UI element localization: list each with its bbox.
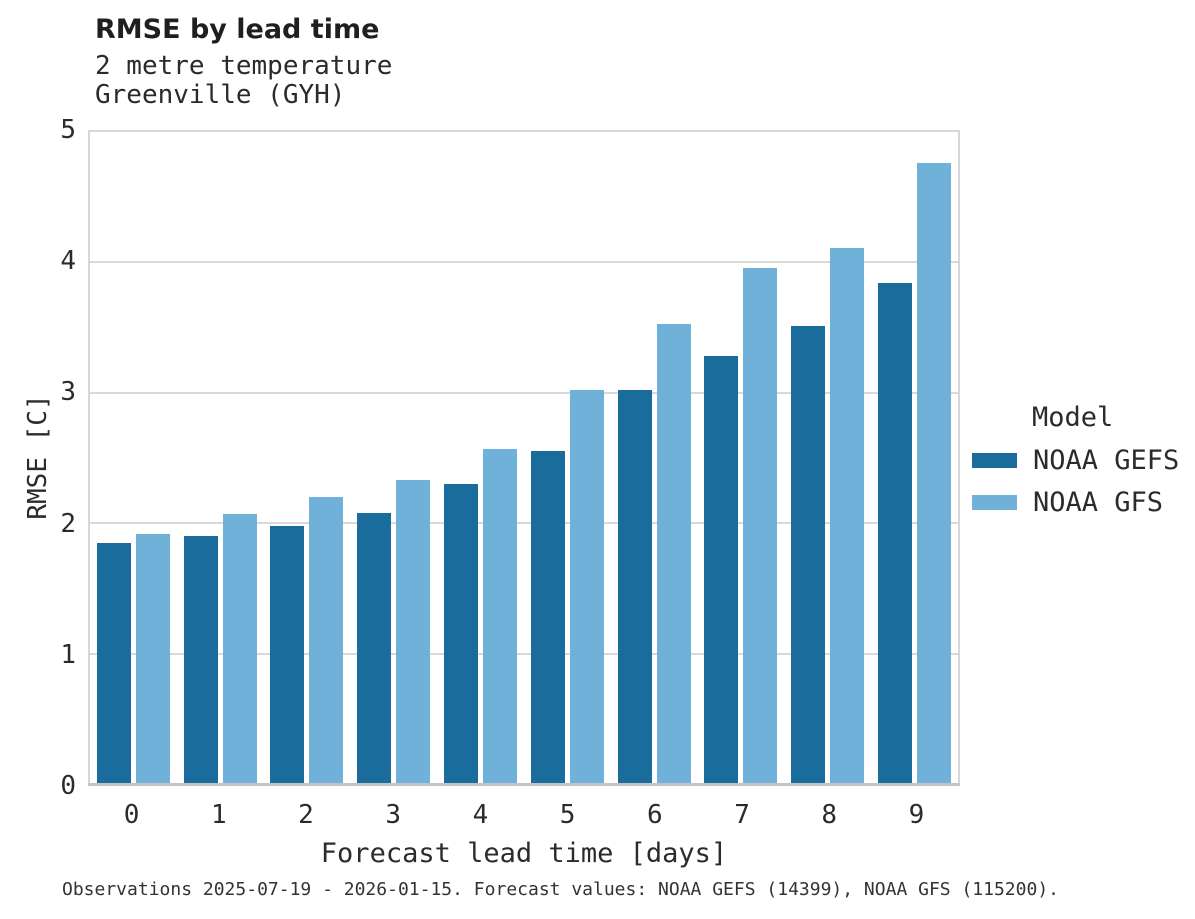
legend-swatch-noaa-gfs (972, 495, 1017, 510)
gridline-y-2 (90, 522, 958, 525)
gridline-y-3 (90, 391, 958, 394)
bar-noaa-gefs-lead-5 (530, 451, 565, 784)
bar-noaa-gefs-lead-3 (357, 512, 392, 784)
bar-noaa-gfs-lead-1 (222, 514, 257, 784)
bar-noaa-gfs-lead-8 (830, 248, 865, 784)
x-tick-7: 7 (734, 800, 750, 830)
legend-label-noaa-gefs: NOAA GEFS (1033, 445, 1180, 476)
bar-noaa-gefs-lead-4 (444, 484, 479, 784)
x-axis-label: Forecast lead time [days] (320, 838, 728, 869)
bar-noaa-gfs-lead-6 (656, 323, 691, 784)
bar-noaa-gfs-lead-4 (483, 448, 518, 784)
x-tick-6: 6 (646, 800, 663, 830)
bar-noaa-gefs-lead-8 (791, 326, 826, 784)
bar-noaa-gfs-lead-9 (917, 163, 952, 784)
plot-area (88, 130, 960, 786)
y-tick-5: 5 (60, 115, 76, 145)
x-tick-5: 5 (559, 800, 576, 830)
bar-group-lead-2 (264, 132, 351, 784)
chart-subtitle-variable: 2 metre temperature (95, 51, 393, 81)
bar-group-lead-8 (784, 132, 871, 784)
x-tick-1: 1 (210, 800, 227, 830)
x-tick-9: 9 (908, 800, 925, 830)
gridline-y-4 (90, 261, 958, 264)
bar-noaa-gfs-lead-5 (569, 390, 604, 784)
bar-noaa-gfs-lead-0 (135, 533, 170, 784)
y-tick-1: 1 (60, 639, 76, 670)
bar-group-lead-1 (177, 132, 264, 784)
x-tick-2: 2 (298, 800, 314, 830)
y-tick-0: 0 (60, 771, 76, 801)
bar-noaa-gefs-lead-9 (878, 283, 913, 784)
x-axis-line (88, 783, 960, 786)
y-tick-3: 3 (60, 377, 76, 408)
bar-group-lead-0 (90, 132, 177, 784)
bar-group-lead-7 (698, 132, 785, 784)
bar-noaa-gfs-lead-2 (309, 497, 344, 784)
chart-title: RMSE by lead time (95, 14, 380, 45)
legend-title: Model (1032, 402, 1114, 433)
legend-item-noaa-gfs: NOAA GFS (972, 487, 1195, 518)
y-tick-2: 2 (60, 508, 76, 539)
bar-noaa-gefs-lead-0 (96, 542, 131, 784)
bar-noaa-gfs-lead-3 (396, 480, 431, 784)
bar-noaa-gefs-lead-1 (183, 536, 218, 784)
legend: Model NOAA GEFS NOAA GFS (972, 402, 1195, 529)
bar-group-lead-3 (350, 132, 437, 784)
bar-noaa-gefs-lead-6 (617, 390, 652, 784)
bar-noaa-gefs-lead-2 (270, 525, 305, 784)
bar-noaa-gfs-lead-7 (743, 267, 778, 784)
bar-series-container (90, 132, 958, 784)
x-tick-0: 0 (123, 800, 140, 830)
bar-group-lead-4 (437, 132, 524, 784)
x-tick-3: 3 (385, 800, 402, 830)
legend-label-noaa-gfs: NOAA GFS (1033, 487, 1164, 518)
x-axis-ticks: 0 1 2 3 4 5 6 7 8 9 (88, 800, 960, 830)
gridline-y-1 (90, 652, 958, 655)
y-tick-4: 4 (60, 246, 76, 277)
bar-noaa-gefs-lead-7 (704, 356, 739, 784)
x-tick-4: 4 (472, 800, 489, 830)
legend-item-noaa-gefs: NOAA GEFS (972, 445, 1195, 476)
chart-footnote: Observations 2025-07-19 - 2026-01-15. Fo… (62, 879, 1059, 900)
bar-group-lead-5 (524, 132, 611, 784)
chart-subtitle-location: Greenville (GYH) (95, 80, 346, 110)
x-tick-8: 8 (821, 800, 838, 830)
legend-swatch-noaa-gefs (972, 453, 1017, 468)
bar-group-lead-6 (611, 132, 698, 784)
bar-group-lead-9 (871, 132, 958, 784)
y-axis-ticks: 0 1 2 3 4 5 (0, 115, 76, 801)
